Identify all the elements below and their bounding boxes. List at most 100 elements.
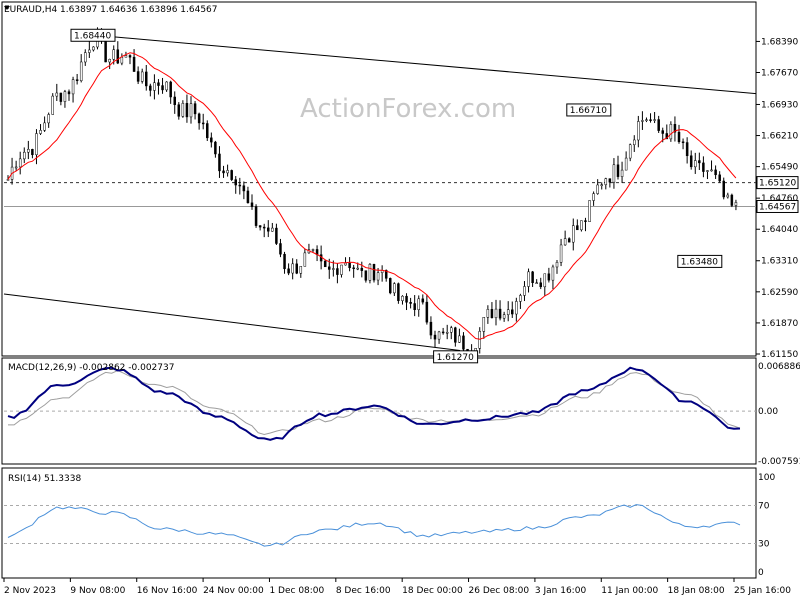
candle-body	[702, 162, 705, 172]
candle-body	[677, 131, 681, 143]
candle-body	[502, 314, 506, 319]
candle-body	[543, 273, 547, 288]
rsi-tick-label: 100	[758, 473, 775, 483]
candle-body	[730, 194, 734, 206]
candle-body	[234, 179, 237, 186]
candle-body	[23, 151, 26, 160]
moving-average-line	[7, 52, 737, 340]
macd-tick-label: -0.007591	[758, 457, 800, 467]
candle-body	[547, 273, 551, 281]
time-tick-label: 1 Dec 08:00	[269, 586, 324, 596]
candle-body	[43, 122, 46, 131]
candle-body	[555, 262, 559, 268]
candle-body	[441, 331, 445, 334]
time-tick-label: 24 Nov 00:00	[203, 586, 264, 596]
candle-body	[149, 85, 152, 91]
candle-body	[498, 308, 502, 319]
collapse-triangle-icon[interactable]	[4, 6, 10, 10]
candle-body	[588, 200, 591, 222]
candle-body	[633, 139, 636, 146]
candle-body	[262, 226, 266, 229]
candle-body	[299, 266, 303, 274]
annotation-label: 1.68440	[74, 31, 111, 41]
candle-body	[563, 238, 567, 246]
candle-body	[714, 169, 717, 176]
level-label-box	[756, 199, 799, 213]
candlesticks	[6, 27, 738, 357]
candle-body	[600, 184, 603, 186]
candle-body	[580, 220, 583, 231]
candle-body	[169, 81, 172, 98]
candle-body	[128, 55, 132, 58]
candle-body	[389, 278, 392, 294]
candle-body	[210, 137, 213, 143]
time-tick-label: 26 Dec 08:00	[469, 586, 530, 596]
candle-body	[132, 56, 136, 72]
level-label: 1.65120	[759, 179, 796, 189]
candle-body	[303, 252, 307, 267]
annotation-box	[433, 350, 479, 364]
candle-body	[405, 295, 408, 303]
candle-body	[673, 124, 677, 133]
candle-body	[67, 91, 71, 95]
candle-body	[384, 270, 388, 279]
macd-panel-frame	[1, 357, 757, 465]
candle-body	[14, 166, 18, 169]
macd-signal-line	[8, 370, 741, 436]
candle-body	[628, 144, 632, 159]
candle-body	[165, 81, 168, 91]
candle-body	[694, 160, 697, 168]
candle-body	[519, 295, 522, 302]
candle-body	[185, 103, 189, 118]
candle-body	[352, 267, 355, 270]
candle-body	[368, 263, 372, 281]
candle-body	[291, 263, 294, 274]
candle-body	[718, 174, 721, 182]
candle-body	[657, 119, 660, 131]
candle-body	[698, 160, 701, 164]
candle-body	[482, 317, 486, 332]
macd-axis: 0.006886 0.00 -0.007591	[4, 362, 800, 467]
candle-body	[116, 49, 120, 64]
candle-body	[71, 79, 75, 95]
price-tick-label: 1.63310	[761, 257, 798, 267]
price-tick-label: 1.61870	[761, 319, 798, 329]
candle-body	[706, 170, 709, 172]
annotation-label: 1.66710	[570, 106, 607, 116]
candle-body	[364, 270, 368, 281]
candle-body	[35, 133, 38, 156]
candle-body	[592, 193, 595, 201]
candle-body	[161, 85, 164, 91]
time-tick-label: 18 Jan 08:00	[668, 586, 725, 596]
candle-body	[332, 268, 335, 270]
candle-body	[486, 309, 490, 318]
candle-body	[222, 170, 225, 174]
candle-body	[649, 119, 652, 121]
price-tick-label: 1.68390	[761, 37, 798, 47]
time-tick-label: 9 Nov 08:00	[70, 586, 125, 596]
price-annotations: 1.68440 1.61270 1.66710 1.63480	[70, 28, 723, 364]
candle-body	[140, 71, 144, 82]
candle-body	[572, 225, 575, 243]
candle-body	[624, 157, 628, 171]
candle-body	[201, 122, 205, 125]
price-tick-label: 1.64040	[761, 225, 798, 235]
candle-body	[397, 283, 400, 301]
candle-body	[271, 227, 274, 232]
candle-body	[267, 227, 270, 232]
candle-body	[108, 59, 111, 63]
candle-body	[567, 238, 571, 243]
candle-body	[360, 267, 364, 271]
candle-body	[515, 301, 518, 315]
candle-body	[689, 155, 693, 168]
candle-body	[417, 298, 420, 310]
candle-body	[287, 268, 290, 274]
candle-body	[311, 249, 315, 251]
candle-body	[409, 302, 412, 304]
price-tick-label: 1.64760	[761, 194, 798, 204]
candle-body	[79, 61, 83, 81]
candle-body	[258, 225, 262, 228]
rsi-line	[7, 504, 741, 547]
macd-tick-label: 0.00	[758, 407, 778, 417]
rsi-tick-label: 70	[758, 502, 770, 512]
